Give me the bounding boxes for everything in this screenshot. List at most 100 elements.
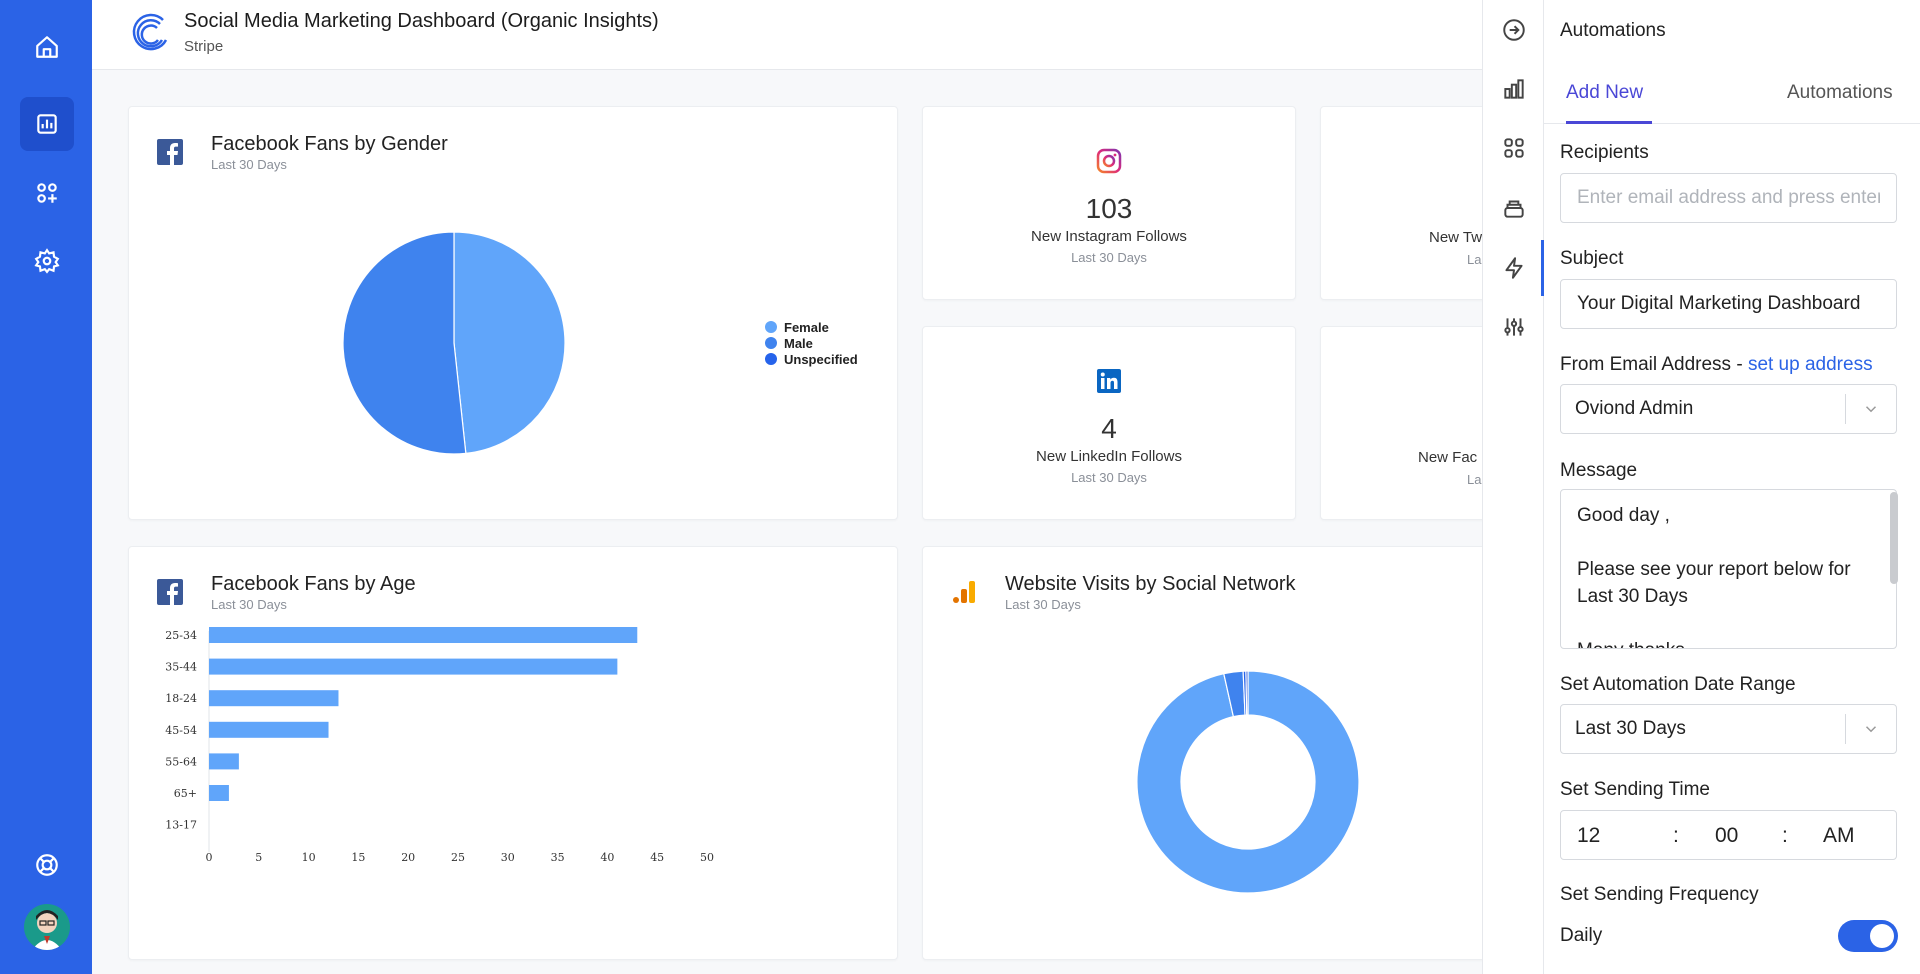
apps-add-icon[interactable]	[20, 166, 74, 220]
facebook-icon	[157, 139, 183, 165]
select-divider	[1845, 394, 1846, 424]
sending-time-label: Set Sending Time	[1560, 779, 1710, 800]
x-tick-label: 45	[650, 851, 664, 864]
x-tick-label: 20	[401, 851, 415, 864]
date-range-label: Set Automation Date Range	[1560, 674, 1796, 695]
linkedin-card: 4 New LinkedIn Follows Last 30 Days	[922, 326, 1296, 520]
legend-item-male: Male	[765, 335, 858, 351]
legend-item-unspecified: Unspecified	[765, 351, 858, 367]
x-tick-label: 5	[255, 851, 262, 864]
sending-frequency-label: Set Sending Frequency	[1560, 884, 1759, 905]
legend-item-female: Female	[765, 319, 858, 335]
instagram-follows-value: 103	[1085, 193, 1133, 224]
message-line: Good day ,	[1577, 505, 1670, 526]
visits-donut-chart	[1136, 670, 1360, 894]
card-subtitle: Last 30 Days	[211, 157, 287, 172]
from-email-label: From Email Address - set up address	[1560, 354, 1873, 375]
age-bar-chart: 25-34 35-44 18-24 45-54 55-64 65+ 13-17 0 5 10 15 2…	[165, 627, 714, 864]
y-tick-label: 18-24	[165, 692, 197, 705]
active-indicator	[1541, 240, 1544, 296]
automations-panel: Automations Add New Automations Recipien…	[1544, 0, 1920, 974]
right-icon-strip	[1482, 0, 1544, 974]
legend-dot	[765, 337, 777, 349]
gender-pie-chart	[342, 231, 566, 455]
bar-chart-icon[interactable]	[1500, 75, 1528, 103]
page-subtitle: Stripe	[184, 38, 224, 55]
recipients-input[interactable]	[1560, 173, 1897, 223]
tab-automations[interactable]: Automations	[1787, 82, 1893, 103]
minute-input[interactable]: 00	[1715, 824, 1739, 847]
avatar[interactable]	[24, 904, 70, 950]
message-scrollbar[interactable]	[1890, 492, 1898, 584]
x-tick-label: 0	[206, 851, 213, 864]
home-icon[interactable]	[20, 20, 74, 74]
x-tick-label: 10	[302, 851, 316, 864]
stat-subtitle: Last 30 Days	[1071, 470, 1147, 485]
report-icon[interactable]	[20, 97, 74, 151]
card-title: Facebook Fans by Age	[211, 573, 416, 595]
y-tick-label: 35-44	[165, 661, 197, 674]
time-separator: :	[1782, 824, 1788, 847]
message-line: Please see your report below for Last 30…	[1577, 559, 1851, 607]
hour-input[interactable]: 12	[1577, 824, 1601, 847]
bar	[209, 690, 339, 707]
x-tick-label: 35	[551, 851, 565, 864]
select-divider	[1845, 714, 1846, 744]
subject-input[interactable]	[1560, 279, 1897, 329]
card-subtitle: Last 30 Days	[211, 597, 287, 612]
panel-tabs: Add New Automations	[1544, 70, 1920, 124]
stat-label: New Tw	[1429, 229, 1483, 246]
tab-add-new[interactable]: Add New	[1566, 82, 1644, 103]
stat-subtitle: La	[1467, 472, 1482, 487]
subject-label: Subject	[1560, 248, 1624, 269]
card-subtitle: Last 30 Days	[1005, 597, 1081, 612]
x-tick-label: 25	[451, 851, 465, 864]
header: Social Media Marketing Dashboard (Organi…	[92, 0, 1482, 70]
grid-icon[interactable]	[1500, 134, 1528, 162]
frequency-daily-label: Daily	[1560, 925, 1603, 946]
donut-slice-3	[1245, 670, 1249, 716]
linkedin-icon	[1097, 369, 1121, 393]
pie-slice-0	[453, 231, 566, 455]
legend-dot	[765, 321, 777, 333]
x-tick-label: 50	[700, 851, 714, 864]
company-logo	[132, 13, 168, 51]
card-title: Facebook Fans by Gender	[211, 133, 448, 155]
message-textarea[interactable]: Good day , Please see your report below …	[1560, 489, 1897, 649]
setup-address-link[interactable]: set up address	[1747, 354, 1873, 375]
bar	[209, 658, 618, 675]
select-value: Last 30 Days	[1575, 718, 1686, 739]
donut-slice-0	[1136, 670, 1360, 894]
x-tick-label: 15	[351, 851, 365, 864]
facebook-icon	[157, 579, 183, 605]
stat-label: New Instagram Follows	[1031, 228, 1187, 245]
card-title: Website Visits by Social Network	[1005, 573, 1296, 595]
daily-toggle[interactable]	[1838, 920, 1898, 952]
layers-icon[interactable]	[1500, 194, 1528, 222]
time-separator: :	[1673, 824, 1679, 847]
help-icon[interactable]	[20, 838, 74, 892]
age-card: Facebook Fans by Age Last 30 Days 25-34 3…	[128, 546, 898, 960]
from-email-select[interactable]: Oviond Admin	[1560, 384, 1897, 434]
stat-subtitle: La	[1467, 252, 1482, 267]
sliders-icon[interactable]	[1500, 313, 1528, 341]
gear-icon[interactable]	[20, 234, 74, 288]
date-range-select[interactable]: Last 30 Days	[1560, 704, 1897, 754]
stat-label: New Fac	[1418, 449, 1478, 466]
tab-underline	[1566, 121, 1652, 124]
google-analytics-icon	[953, 581, 975, 603]
lightning-icon[interactable]	[1500, 254, 1528, 282]
sending-time-picker: 12 : 00 : AM	[1560, 810, 1897, 860]
chevron-down-icon	[1846, 400, 1896, 418]
arrow-right-circle-icon[interactable]	[1500, 16, 1528, 44]
y-tick-label: 13-17	[165, 819, 197, 832]
period-input[interactable]: AM	[1823, 824, 1855, 847]
toggle-knob	[1870, 924, 1894, 948]
message-line: Many thanks	[1577, 637, 1880, 648]
y-tick-label: 25-34	[165, 629, 197, 642]
y-tick-label: 55-64	[165, 755, 197, 768]
bar	[209, 627, 638, 643]
y-tick-label: 45-54	[165, 724, 197, 737]
recipients-label: Recipients	[1560, 142, 1649, 163]
x-tick-label: 40	[600, 851, 614, 864]
